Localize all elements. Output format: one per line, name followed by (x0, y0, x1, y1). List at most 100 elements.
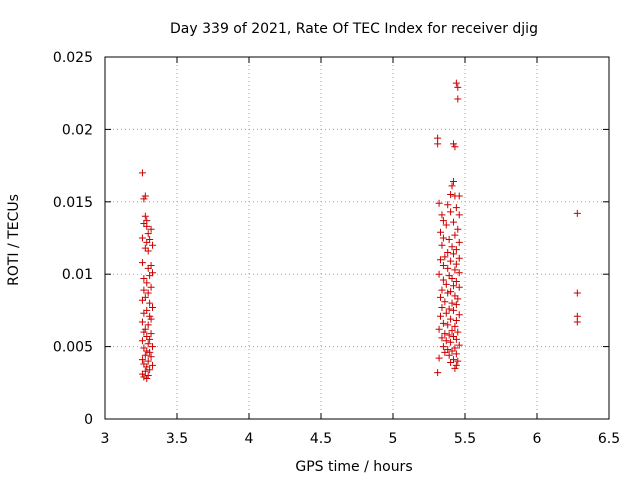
data-point (454, 295, 462, 303)
data-point (141, 325, 149, 333)
data-point (454, 357, 462, 365)
data-point (138, 356, 146, 364)
data-point (447, 191, 455, 199)
x-tick-label: 3 (101, 431, 110, 447)
data-point (451, 364, 459, 372)
data-point (140, 373, 148, 381)
data-point (438, 241, 446, 249)
data-point (449, 140, 457, 148)
data-point (573, 289, 581, 297)
data-point (146, 312, 154, 320)
data-point (454, 83, 462, 91)
data-point (147, 262, 155, 270)
data-point (444, 289, 452, 297)
data-point (455, 311, 463, 319)
data-point (149, 304, 157, 312)
data-point (447, 257, 455, 265)
data-point (444, 248, 452, 256)
data-point (454, 328, 462, 336)
data-point (143, 374, 151, 382)
data-point (138, 337, 146, 345)
data-point (437, 256, 445, 264)
data-point (140, 309, 148, 317)
data-point (442, 337, 450, 345)
data-point (445, 305, 453, 313)
data-point (447, 288, 455, 296)
x-tick-label: 5.5 (454, 431, 476, 447)
data-point (146, 235, 154, 243)
chart-title: Day 339 of 2021, Rate Of TEC Index for r… (170, 21, 538, 37)
x-tick-label: 6.5 (598, 431, 620, 447)
data-point (146, 299, 154, 307)
data-point (445, 351, 453, 359)
data-point (144, 230, 152, 238)
data-point (147, 353, 155, 361)
data-point (144, 321, 152, 329)
data-point (138, 169, 146, 177)
data-point (147, 225, 155, 233)
data-point (435, 199, 443, 207)
data-point (143, 347, 151, 355)
data-point (144, 357, 152, 365)
y-tick-label: 0 (84, 412, 93, 428)
data-point (448, 243, 456, 251)
y-tick-label: 0.015 (53, 195, 93, 211)
data-point (437, 228, 445, 236)
data-points (138, 79, 581, 382)
data-point (447, 315, 455, 323)
data-point (149, 241, 157, 249)
data-point (449, 178, 457, 186)
data-point (452, 301, 460, 309)
data-point (454, 95, 462, 103)
data-point (449, 306, 457, 314)
data-point (439, 319, 447, 327)
data-point (138, 259, 146, 267)
data-point (437, 293, 445, 301)
data-point (449, 218, 457, 226)
x-tick-label: 6 (533, 431, 542, 447)
data-point (452, 260, 460, 268)
data-point (442, 309, 450, 317)
data-point (141, 351, 149, 359)
data-point (146, 272, 154, 280)
data-point (138, 370, 146, 378)
y-axis-label: ROTI / TECUs (6, 194, 22, 286)
data-point (144, 247, 152, 255)
data-point (449, 250, 457, 258)
data-point (434, 369, 442, 377)
plot-frame (104, 56, 610, 420)
data-point (449, 332, 457, 340)
data-point (438, 286, 446, 294)
data-point (143, 363, 151, 371)
data-point (143, 306, 151, 314)
y-tick-label: 0.025 (53, 50, 93, 66)
data-point (138, 296, 146, 304)
data-point (441, 330, 449, 338)
data-point (448, 327, 456, 335)
data-point (455, 341, 463, 349)
data-point (147, 283, 155, 291)
data-point (439, 262, 447, 270)
data-point (452, 277, 460, 285)
data-point (143, 332, 151, 340)
data-point (437, 312, 445, 320)
data-point (144, 340, 152, 348)
data-point (448, 299, 456, 307)
data-point (445, 331, 453, 339)
data-point (140, 195, 148, 203)
data-point (143, 238, 151, 246)
data-point (445, 272, 453, 280)
data-point (452, 204, 460, 212)
data-point (444, 321, 452, 329)
data-point (573, 209, 581, 217)
data-point (141, 244, 149, 252)
data-point (144, 264, 152, 272)
data-point (447, 208, 455, 216)
data-point (455, 269, 463, 277)
data-point (448, 275, 456, 283)
data-point (455, 254, 463, 262)
data-point (451, 231, 459, 239)
data-point (439, 343, 447, 351)
data-point (449, 282, 457, 290)
x-tick-label: 4 (245, 431, 254, 447)
